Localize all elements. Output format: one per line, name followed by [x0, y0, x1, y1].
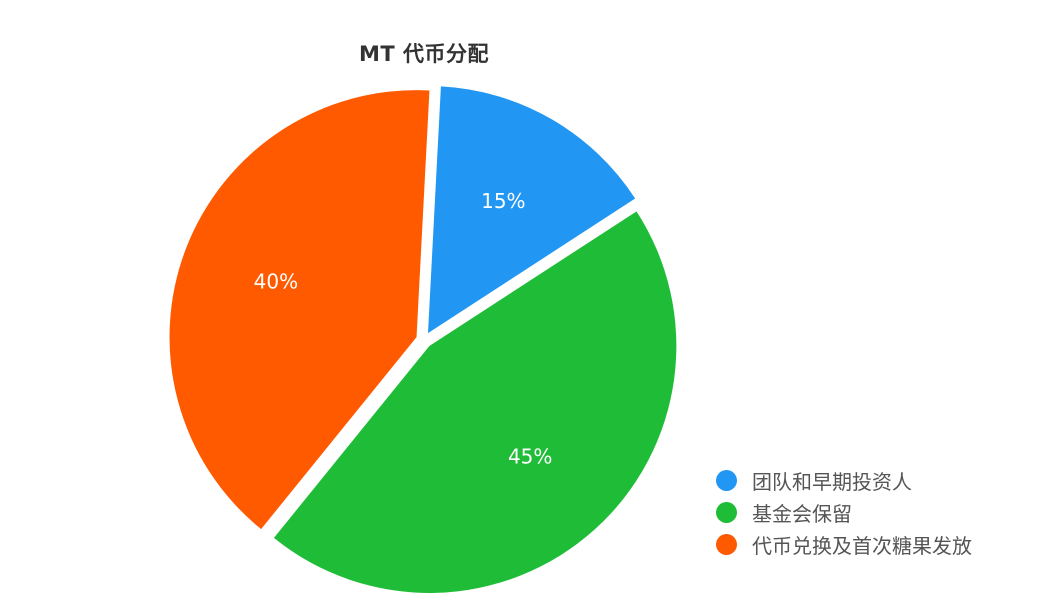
- legend-swatch-exchange-airdrop: [716, 533, 737, 555]
- slice-label-team: 15%: [481, 189, 525, 213]
- legend-label-team: 团队和早期投资人: [752, 469, 912, 494]
- legend-item-team[interactable]: 团队和早期投资人: [716, 464, 972, 496]
- pie-slice-team[interactable]: [428, 86, 636, 334]
- pie-slice-foundation[interactable]: [273, 211, 677, 593]
- pie-slices: [169, 86, 677, 593]
- legend-label-exchange-airdrop: 代币兑换及首次糖果发放: [752, 533, 972, 558]
- slice-label-foundation: 45%: [508, 444, 552, 468]
- slice-label-exchange-airdrop: 40%: [254, 270, 298, 294]
- legend-swatch-foundation: [716, 501, 737, 523]
- legend-label-foundation: 基金会保留: [752, 501, 852, 526]
- legend-item-exchange-airdrop[interactable]: 代币兑换及首次糖果发放: [716, 528, 972, 560]
- pie-slice-exchange-airdrop[interactable]: [169, 90, 430, 530]
- legend: 团队和早期投资人 基金会保留 代币兑换及首次糖果发放: [716, 464, 972, 560]
- pie-slice-labels: 15% 45% 40%: [254, 189, 553, 468]
- legend-swatch-team: [716, 469, 737, 491]
- chart-title: MT 代币分配: [358, 42, 490, 66]
- legend-item-foundation[interactable]: 基金会保留: [716, 496, 972, 528]
